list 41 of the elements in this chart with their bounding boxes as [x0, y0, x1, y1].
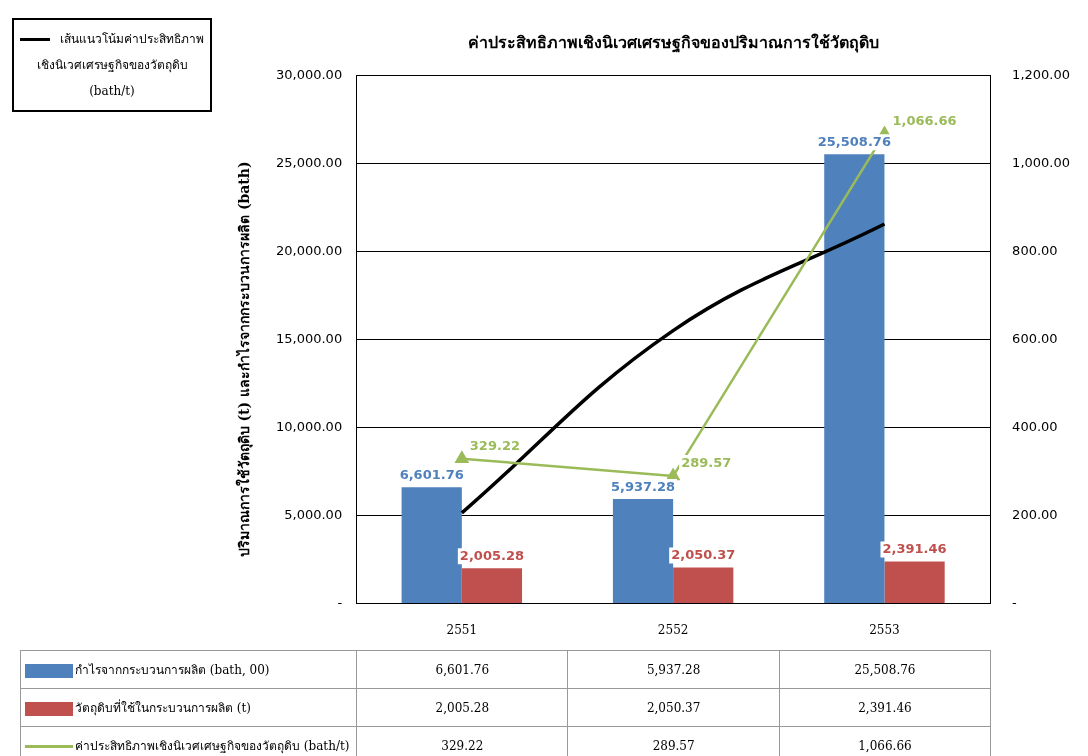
y-tick-label: 15,000.00: [275, 330, 343, 346]
text: 1,066.66: [892, 112, 957, 128]
y-tick-label: 30,000.00: [275, 66, 343, 82]
y2-tick-label: 600.00: [1012, 330, 1058, 346]
text: 2,050.37: [671, 547, 736, 563]
y2-tick-label: 800.00: [1012, 242, 1058, 258]
y-tick-label: 25,000.00: [275, 154, 343, 170]
y2-tick-label: 200.00: [1012, 506, 1058, 522]
text: 25,508.76: [817, 134, 891, 150]
x-tick-label: 2553: [869, 622, 900, 637]
text: 5,937.28: [610, 478, 676, 494]
y2-tick-label: 1,200.00: [1012, 66, 1070, 82]
legend-label: วัตถุดิบที่ใช้ในกระบวนการผลิต (t): [20, 688, 357, 727]
text: 329.22: [469, 437, 520, 453]
x-tick-label: 2552: [657, 622, 689, 637]
text: 2,391.46: [882, 541, 947, 557]
chart-title: ค่าประสิทธิภาพเชิงนิเวศเศรษฐกิจของปริมาณการใช้วัตถุดิบ: [467, 32, 879, 53]
text: 2,005.28: [459, 548, 525, 564]
y-tick-label: 10,000.00: [275, 418, 343, 434]
y2-tick-label: 1,000.00: [1012, 154, 1070, 170]
x-tick-label: 2551: [446, 622, 478, 637]
text: 6,601.76: [399, 467, 464, 483]
data-label: 329.22: [356, 726, 568, 756]
data-label: 2,391.46: [779, 688, 991, 727]
legend-label: ค่าประสิทธิภาพเชิงนิเวศเศษฐกิจของวัตถุดิบ (bath/t): [20, 726, 357, 756]
y-tick-label: 5,000.00: [284, 506, 343, 522]
y-tick-label: 20,000.00: [275, 242, 343, 258]
data-label: 2,005.28: [356, 688, 568, 727]
data-label: 6,601.76: [356, 650, 568, 689]
y-axis-title: ปริมาณการใช้วัตถุดิบ (t) และกำไรจากกระบวนการผลิต (bath): [234, 161, 253, 558]
data-label: 289.57: [567, 726, 780, 756]
data-label: 1,066.66: [779, 726, 991, 756]
legend-label: เส้นแนวโน้มค่าประสิทธิภาพเชิงนิเวศเศรษฐกิจของวัตถุดิบ (bath/t): [12, 18, 212, 112]
text: 289.57: [681, 454, 732, 470]
y2-tick-label: -: [1012, 594, 1018, 610]
data-label: 5,937.28: [567, 650, 780, 689]
y-tick-label: -: [337, 594, 343, 610]
data-label: 2,050.37: [567, 688, 780, 727]
data-label: 25,508.76: [779, 650, 991, 689]
legend-label: กำไรจากกระบวนการผลิต (bath, 00): [20, 650, 357, 689]
y2-tick-label: 400.00: [1012, 418, 1058, 434]
